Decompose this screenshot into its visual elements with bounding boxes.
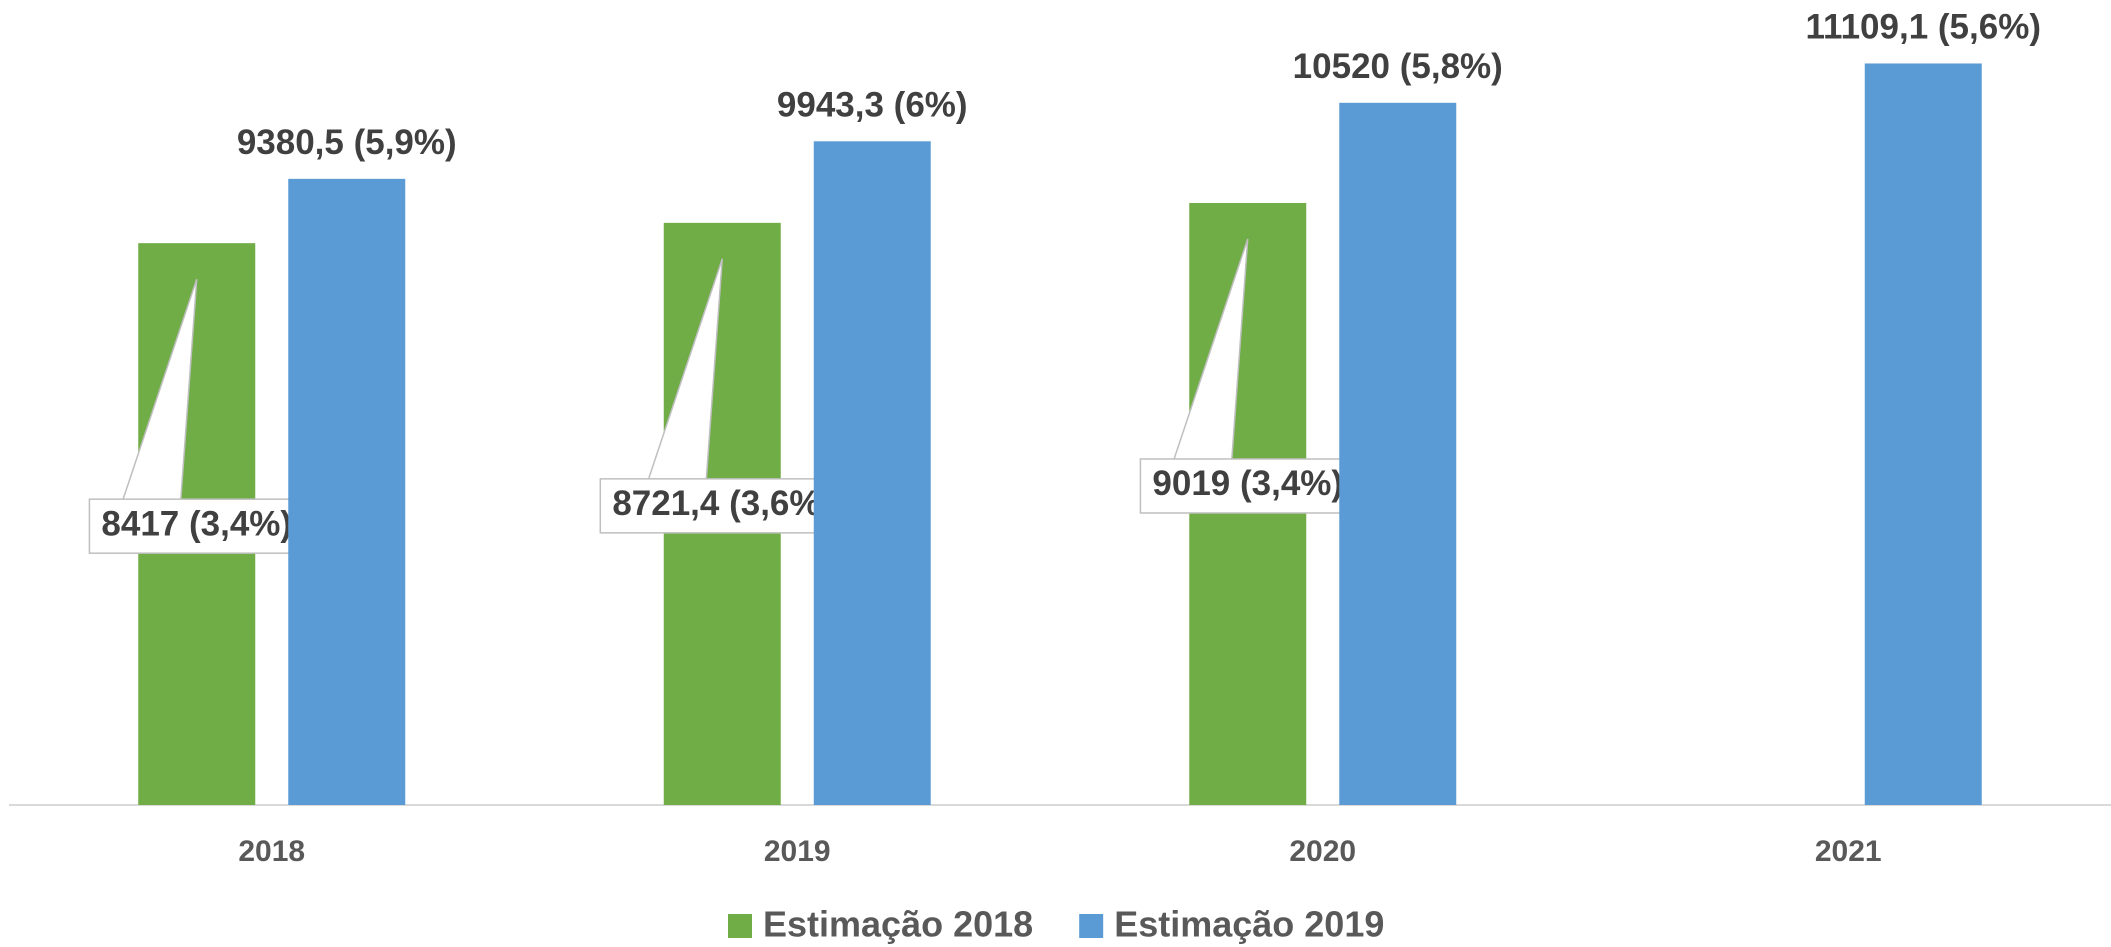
legend-label: Estimação 2019 xyxy=(1114,904,1384,945)
x-tick-label: 2019 xyxy=(764,835,831,868)
callout-box xyxy=(1139,458,1356,514)
data-label: 9943,3 (6%) xyxy=(777,86,968,125)
data-label: 9380,5 (5,9%) xyxy=(237,123,457,162)
legend-label: Estimação 2018 xyxy=(763,904,1033,945)
bar xyxy=(1864,63,1982,805)
data-label: 8417 (3,4%) xyxy=(101,504,292,543)
callout: 8417 (3,4%) xyxy=(88,278,305,554)
callout-box xyxy=(599,478,845,534)
legend: Estimação 2018 Estimação 2019 xyxy=(728,904,1384,945)
callout: 8721,4 (3,6%) xyxy=(599,258,845,534)
x-tick-label: 2018 xyxy=(238,835,305,868)
data-label: 10520 (5,8%) xyxy=(1293,47,1503,86)
data-label: 9019 (3,4%) xyxy=(1152,464,1343,503)
bar xyxy=(1339,102,1457,806)
data-label: 8721,4 (3,6%) xyxy=(612,484,832,523)
bar xyxy=(813,141,931,805)
callout: 9019 (3,4%) xyxy=(1139,238,1356,514)
legend-swatch xyxy=(728,914,752,938)
x-tick-label: 2021 xyxy=(1815,835,1882,868)
callout-box xyxy=(88,498,305,554)
bar xyxy=(288,178,406,805)
data-label: 11109,1 (5,6%) xyxy=(1806,8,2041,47)
legend-swatch xyxy=(1079,914,1104,938)
x-tick-label: 2020 xyxy=(1289,835,1356,868)
